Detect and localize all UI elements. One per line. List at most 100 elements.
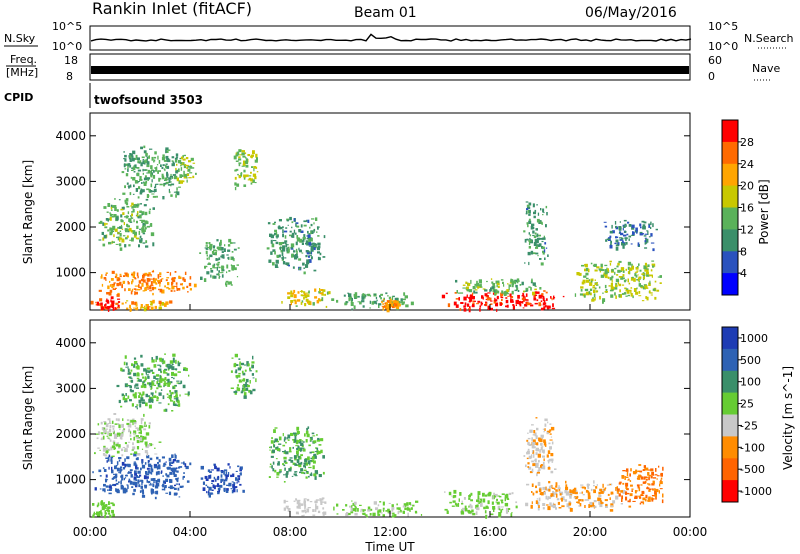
- echo-cell: [157, 274, 160, 278]
- echo-cell: [103, 502, 105, 504]
- echo-cell: [166, 373, 170, 376]
- echo-cell: [140, 146, 143, 150]
- echo-region: [199, 238, 240, 287]
- echo-cell: [594, 505, 597, 508]
- echo-cell: [377, 513, 381, 516]
- echo-cell: [120, 480, 122, 485]
- echo-cell: [296, 450, 299, 455]
- echo-cell: [108, 437, 111, 440]
- echo-cell: [125, 366, 127, 368]
- echo-cell: [269, 446, 271, 449]
- echo-cell: [319, 292, 323, 295]
- echo-cell: [555, 507, 557, 510]
- echo-cell: [228, 238, 232, 243]
- echo-cell: [625, 295, 628, 297]
- echo-cell: [129, 385, 132, 388]
- echo-cell: [116, 461, 119, 465]
- echo-cell: [578, 272, 582, 276]
- echo-cell: [486, 280, 488, 283]
- echo-cell: [171, 410, 174, 412]
- echo-cell: [243, 174, 247, 178]
- echo-cell: [549, 429, 552, 432]
- echo-cell: [125, 228, 127, 231]
- echo-cell: [643, 284, 647, 287]
- echo-cell: [462, 284, 466, 286]
- echo-cell: [133, 395, 137, 399]
- echo-cell: [610, 240, 612, 244]
- echo-cell: [285, 262, 288, 265]
- echo-cell: [565, 480, 567, 484]
- echo-cell: [468, 512, 472, 514]
- echo-cell: [623, 292, 627, 295]
- echo-cell: [129, 227, 132, 232]
- echo-cell: [347, 292, 350, 294]
- echo-cell: [593, 484, 595, 487]
- echo-cell: [102, 488, 106, 492]
- echo-cell: [490, 307, 493, 311]
- echo-cell: [506, 289, 509, 293]
- echo-cell: [640, 286, 644, 289]
- echo-cell: [594, 287, 597, 290]
- echo-cell: [132, 492, 135, 496]
- echo-cell: [387, 510, 391, 514]
- echo-cell: [217, 487, 221, 491]
- echo-cell: [474, 283, 477, 286]
- echo-cell: [137, 392, 141, 394]
- echo-cell: [175, 404, 178, 407]
- echo-cell: [135, 237, 139, 240]
- echo-cell: [536, 240, 539, 244]
- echo-cell: [166, 277, 170, 279]
- echo-cell: [217, 491, 220, 495]
- nave-tick-top: 60: [708, 54, 722, 67]
- echo-cell: [641, 300, 645, 302]
- echo-cell: [641, 273, 645, 275]
- echo-region: [116, 353, 190, 412]
- echo-cell: [643, 221, 647, 224]
- echo-cell: [297, 256, 299, 259]
- echo-cell: [121, 171, 125, 174]
- echo-cell: [254, 159, 258, 163]
- echo-cell: [314, 470, 318, 474]
- echo-cell: [387, 295, 389, 297]
- echo-cell: [293, 455, 297, 459]
- echo-cell: [157, 170, 159, 174]
- echo-cell: [277, 461, 280, 464]
- echo-cell: [171, 281, 173, 286]
- echo-cell: [137, 204, 140, 207]
- echo-cell: [171, 371, 174, 376]
- echo-cell: [167, 403, 170, 406]
- echo-cell: [141, 189, 145, 193]
- echo-cell: [638, 470, 640, 472]
- colorbar-segment: [722, 251, 738, 274]
- echo-cell: [288, 468, 292, 472]
- echo-cell: [470, 279, 472, 284]
- echo-cell: [545, 291, 548, 294]
- echo-cell: [277, 256, 279, 258]
- echo-cell: [303, 296, 305, 300]
- echo-cell: [145, 306, 149, 310]
- echo-cell: [651, 483, 655, 486]
- echo-cell: [233, 487, 236, 490]
- echo-cell: [182, 180, 185, 183]
- echo-cell: [650, 226, 652, 229]
- echo-cell: [373, 300, 377, 304]
- echo-cell: [147, 306, 150, 311]
- nsearch-tick-top: 10^5: [708, 20, 738, 33]
- echo-cell: [540, 464, 542, 468]
- echo-cell: [172, 174, 177, 176]
- echo-cell: [150, 369, 153, 372]
- echo-cell: [154, 464, 158, 466]
- echo-cell: [113, 447, 116, 449]
- echo-cell: [500, 296, 504, 299]
- echo-cell: [658, 465, 660, 468]
- echo-cell: [622, 244, 626, 246]
- echo-cell: [528, 232, 530, 235]
- echo-cell: [148, 170, 152, 173]
- echo-cell: [561, 500, 564, 502]
- echo-cell: [107, 285, 110, 290]
- echo-cell: [530, 303, 532, 305]
- echo-cell: [491, 501, 494, 505]
- echo-cell: [600, 274, 605, 278]
- echo-cell: [178, 186, 181, 188]
